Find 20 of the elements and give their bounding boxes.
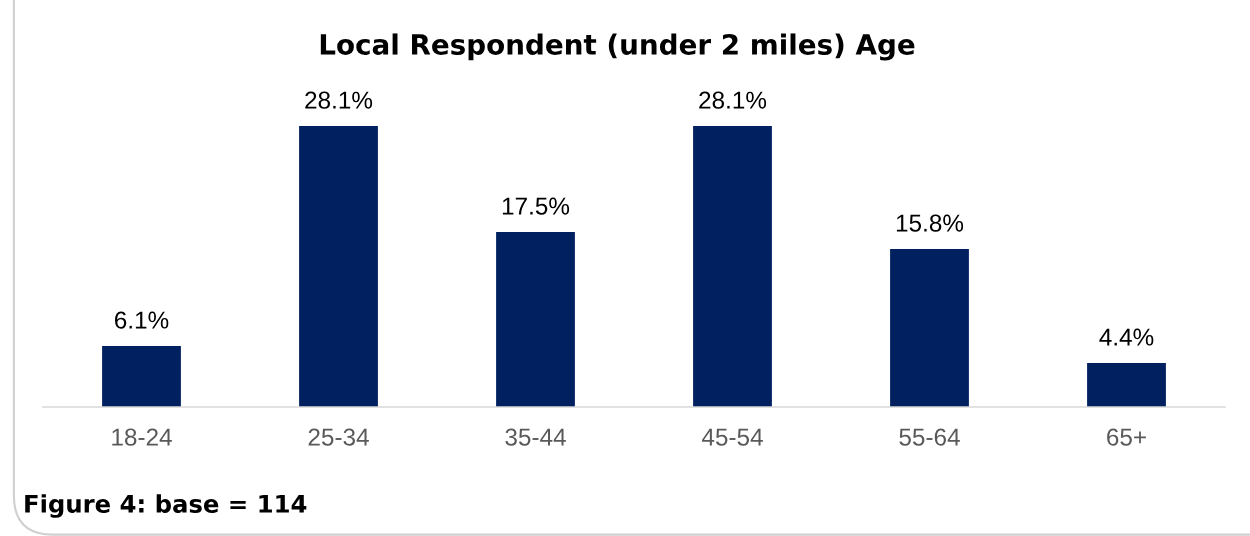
data-label: 28.1% [305, 91, 373, 109]
data-label: 17.5% [502, 197, 570, 215]
chart-title: Local Respondent (under 2 miles) Age [320, 33, 915, 61]
data-label: 6.1% [115, 311, 169, 329]
x-tick-label: 45-54 [701, 428, 763, 446]
caption: Figure 4: base = 114 [25, 494, 307, 518]
bar [890, 249, 969, 407]
bar [299, 126, 378, 407]
x-tick-label: 65+ [1107, 428, 1146, 446]
x-tick-label: 25-34 [308, 428, 369, 446]
data-label: 4.4% [1099, 328, 1154, 346]
bar [102, 346, 181, 407]
bar [496, 232, 575, 407]
bar [693, 126, 772, 407]
data-label: 15.8% [896, 214, 964, 232]
x-tick-label: 35-44 [505, 428, 566, 446]
x-tick-label: 55-64 [899, 428, 960, 446]
x-tick-label: 18-24 [112, 428, 172, 446]
data-label: 28.1% [699, 91, 767, 109]
bar [1087, 363, 1166, 407]
